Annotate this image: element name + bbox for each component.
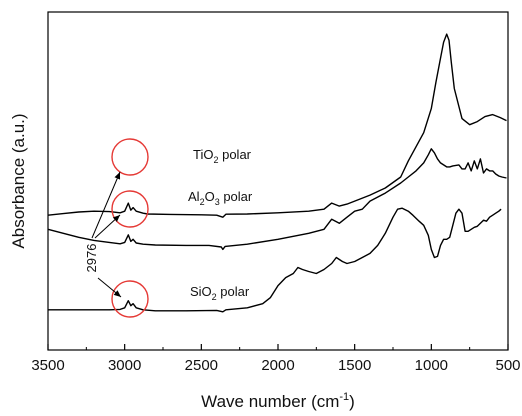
peak-arrow (97, 277, 122, 298)
al2o3-polar-spectrum (47, 148, 507, 251)
x-axis-ticks: 3500 3000 2500 2000 1500 1000 500 (31, 344, 521, 374)
x-tick-label: 1000 (415, 357, 448, 374)
peak-highlight-circle (111, 280, 149, 318)
x-axis-title-sup: -1 (339, 391, 349, 403)
peak-highlight-circle (111, 190, 149, 228)
peak-arrow (91, 171, 121, 239)
x-tick-label: 500 (495, 357, 520, 374)
tio2-polar-spectrum (47, 33, 507, 218)
sio2-polar-label: SiO2 polar (190, 284, 250, 302)
al2o3-polar-label: Al2O3 polar (188, 189, 253, 207)
y-axis-title: Absorbance (a.u.) (9, 113, 28, 248)
x-tick-label: 2500 (185, 357, 218, 374)
series-layer: TiO2 polar Al2O3 polar SiO2 polar (47, 33, 507, 313)
peak-2976-label: 2976 (84, 244, 99, 273)
x-tick-label: 3000 (108, 357, 141, 374)
x-tick-label: 3500 (31, 357, 64, 374)
peak-highlight-circle (111, 138, 149, 176)
annotation-layer: 2976 (84, 138, 149, 318)
sio2-polar-spectrum (48, 207, 502, 313)
x-tick-label: 2000 (261, 357, 294, 374)
x-axis-title: Wave number (cm-1) (201, 391, 355, 411)
x-tick-label: 1500 (338, 357, 371, 374)
peak-arrow (94, 214, 121, 239)
tio2-polar-label: TiO2 polar (193, 147, 252, 165)
